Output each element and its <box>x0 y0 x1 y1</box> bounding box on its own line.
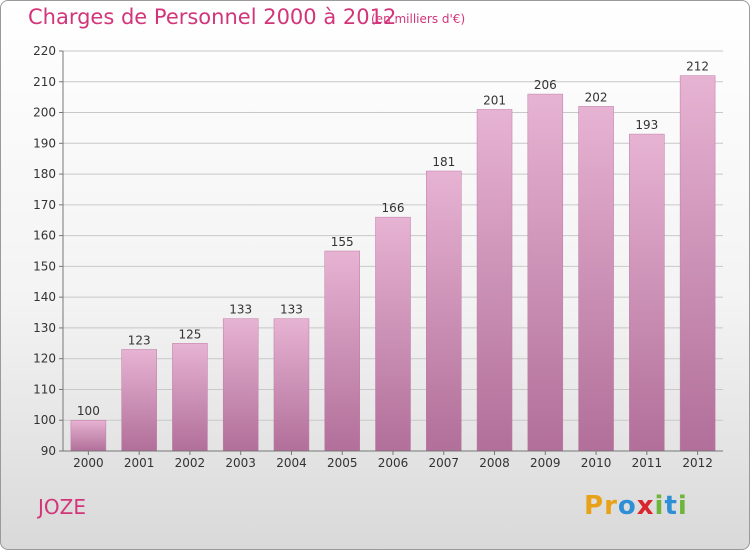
x-tick-label: 2006 <box>378 456 409 470</box>
data-label: 100 <box>77 404 100 418</box>
x-tick-label: 2010 <box>581 456 612 470</box>
logo-letter: i <box>654 491 665 521</box>
logo-letter: i <box>677 491 688 521</box>
bar <box>70 419 107 452</box>
logo-letter: o <box>617 491 637 521</box>
data-label: 125 <box>178 327 201 341</box>
y-tick-label: 220 <box>33 44 56 58</box>
bar <box>527 93 564 452</box>
data-label: 166 <box>382 201 405 215</box>
bar <box>426 170 462 452</box>
data-label: 133 <box>229 303 252 317</box>
y-tick-label: 140 <box>33 290 56 304</box>
data-label: 193 <box>635 118 658 132</box>
chart-title: Charges de Personnel 2000 à 2012 <box>28 5 397 29</box>
y-tick-label: 90 <box>41 444 56 458</box>
y-tick-label: 190 <box>33 136 56 150</box>
bar <box>273 318 310 452</box>
x-tick-label: 2009 <box>530 456 561 470</box>
x-tick-label: 2012 <box>682 456 713 470</box>
y-tick-label: 180 <box>33 167 56 181</box>
y-tick-label: 120 <box>33 352 56 366</box>
logo-letter: x <box>636 491 655 521</box>
x-tick-label: 2004 <box>276 456 307 470</box>
logo-letter: r <box>604 491 618 521</box>
x-tick-label: 2008 <box>479 456 510 470</box>
bar <box>476 109 513 452</box>
x-tick-label: 2005 <box>327 456 358 470</box>
data-label: 202 <box>585 90 608 104</box>
x-tick-label: 2003 <box>225 456 256 470</box>
y-tick-label: 110 <box>33 382 56 396</box>
logo-letter: t <box>664 491 678 521</box>
x-tick-label: 2000 <box>73 456 104 470</box>
bar <box>375 216 411 452</box>
data-label: 123 <box>128 333 151 347</box>
y-tick-label: 170 <box>33 198 56 212</box>
bar <box>679 75 716 452</box>
bar <box>222 318 259 452</box>
bar <box>629 133 665 452</box>
y-tick-label: 100 <box>33 413 56 427</box>
x-tick-label: 2007 <box>428 456 459 470</box>
y-tick-label: 160 <box>33 229 56 243</box>
data-label: 212 <box>686 60 709 74</box>
data-label: 206 <box>534 78 557 92</box>
logo-letter: P <box>584 491 605 521</box>
data-label: 155 <box>331 235 354 249</box>
x-tick-label: 2002 <box>175 456 206 470</box>
bar <box>121 349 157 452</box>
y-tick-label: 200 <box>33 106 56 120</box>
data-label: 201 <box>483 93 506 107</box>
bar <box>324 250 360 452</box>
bar <box>578 106 614 452</box>
data-label: 181 <box>432 155 455 169</box>
commune-name: JOZE <box>38 495 86 519</box>
data-label: 133 <box>280 303 303 317</box>
y-tick-label: 150 <box>33 259 56 273</box>
x-tick-label: 2001 <box>124 456 155 470</box>
bar <box>172 343 208 452</box>
y-tick-label: 130 <box>33 321 56 335</box>
x-tick-label: 2011 <box>632 456 663 470</box>
proxiti-logo: Proxiti <box>584 491 688 521</box>
chart-subtitle: (en milliers d'€) <box>371 12 466 26</box>
y-tick-label: 210 <box>33 75 56 89</box>
